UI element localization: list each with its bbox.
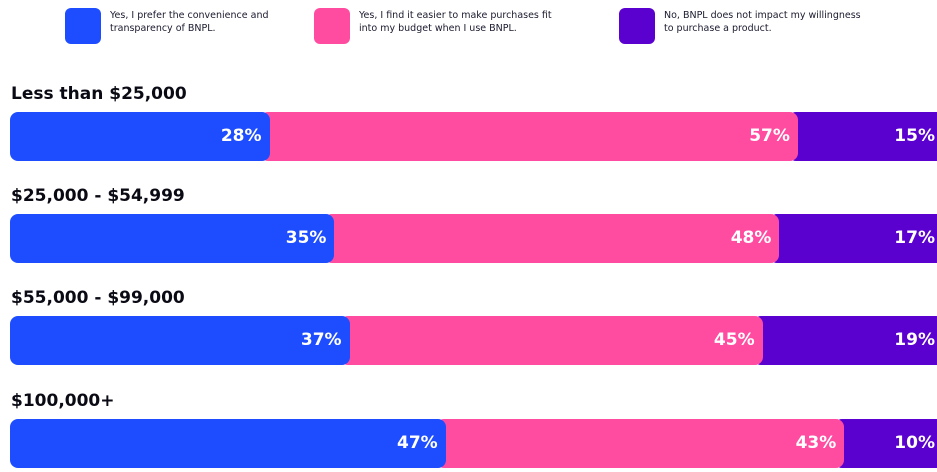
legend-swatch-no-impact: [619, 8, 655, 44]
legend-item-convenience: Yes, I prefer the convenience and transp…: [65, 8, 310, 44]
data-label-budget: 57%: [749, 126, 790, 146]
chart-legend: Yes, I prefer the convenience and transp…: [0, 8, 937, 48]
data-label-no-impact: 10%: [894, 433, 935, 453]
legend-label-no-impact: No, BNPL does not impact my willingness …: [664, 10, 861, 34]
data-label-convenience: 47%: [396, 433, 438, 453]
data-label-convenience: 37%: [300, 330, 342, 350]
legend-label-budget: Yes, I find it easier to make purchases …: [359, 10, 552, 34]
data-label-budget: 43%: [795, 433, 837, 453]
bar-segment-budget: 48%: [324, 214, 780, 263]
legend-label-convenience: Yes, I prefer the convenience and transp…: [110, 10, 269, 34]
stacked-bar-less-than-25000: 28% 57% 15%: [10, 112, 937, 161]
bar-segment-convenience: 35%: [10, 214, 335, 263]
stacked-bar-25000-54999: 35% 48% 17%: [10, 214, 937, 263]
bar-segment-no-impact: 15%: [787, 112, 937, 161]
data-label-convenience: 28%: [220, 126, 262, 146]
bar-segment-no-impact: 19%: [752, 316, 937, 365]
data-label-convenience: 35%: [285, 228, 327, 248]
data-label-no-impact: 17%: [894, 228, 935, 248]
legend-swatch-convenience: [65, 8, 101, 44]
bar-segment-budget: 57%: [259, 112, 798, 161]
category-label-55000-99000: $55,000 - $99,000: [11, 288, 185, 308]
category-label-less-than-25000: Less than $25,000: [11, 84, 187, 104]
legend-swatch-budget: [314, 8, 350, 44]
data-label-no-impact: 19%: [894, 330, 935, 350]
data-label-budget: 48%: [730, 228, 772, 248]
legend-item-budget: Yes, I find it easier to make purchases …: [314, 8, 559, 44]
bar-segment-no-impact: 10%: [834, 419, 937, 468]
bar-segment-budget: 45%: [339, 316, 763, 365]
bar-segment-convenience: 47%: [10, 419, 446, 468]
data-label-budget: 45%: [713, 330, 755, 350]
bar-segment-convenience: 37%: [10, 316, 350, 365]
bar-segment-no-impact: 17%: [769, 214, 937, 263]
bar-segment-budget: 43%: [435, 419, 845, 468]
stacked-bar-100000-plus: 47% 43% 10%: [10, 419, 937, 468]
stacked-bar-55000-99000: 37% 45% 19%: [10, 316, 937, 365]
legend-item-no-impact: No, BNPL does not impact my willingness …: [619, 8, 864, 44]
category-label-25000-54999: $25,000 - $54,999: [11, 186, 185, 206]
data-label-no-impact: 15%: [894, 126, 935, 146]
bar-segment-convenience: 28%: [10, 112, 270, 161]
category-label-100000-plus: $100,000+: [11, 391, 115, 411]
